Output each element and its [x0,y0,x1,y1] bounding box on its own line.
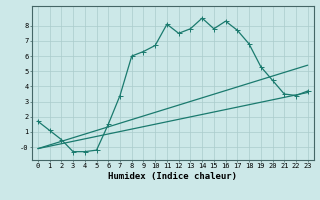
X-axis label: Humidex (Indice chaleur): Humidex (Indice chaleur) [108,172,237,181]
